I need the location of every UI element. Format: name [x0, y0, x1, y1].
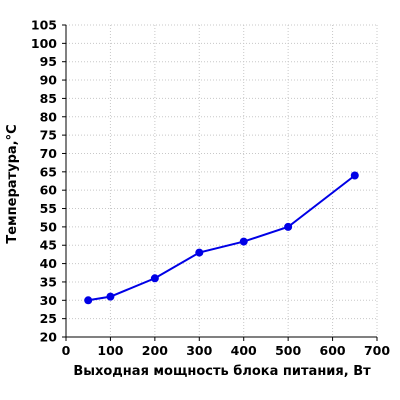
y-axis-label: Температура,°C [5, 124, 20, 243]
data-point [84, 296, 93, 305]
data-point [195, 248, 204, 257]
data-point [106, 292, 115, 301]
y-tick-label: 60 [40, 183, 58, 198]
data-point [239, 237, 248, 246]
y-tick-label: 65 [40, 164, 57, 179]
x-tick-label: 200 [142, 343, 168, 358]
x-tick-label: 100 [97, 343, 123, 358]
y-tick-label: 20 [40, 330, 58, 345]
tick-labels: 0 100 200 300 400 500 600 700 20 25 30 35 40 45 50 55 60… [31, 18, 390, 359]
y-tick-label: 50 [40, 219, 58, 234]
data-series [84, 171, 359, 305]
x-tick-label: 400 [231, 343, 257, 358]
x-axis-label: Выходная мощность блока питания, Вт [73, 364, 371, 379]
y-tick-label: 35 [40, 274, 57, 289]
x-tick-label: 500 [275, 343, 301, 358]
y-tick-label: 70 [40, 146, 58, 161]
grid-lines [66, 24, 378, 337]
x-tick-label: 0 [62, 343, 71, 358]
x-tick-label: 700 [364, 343, 390, 358]
y-tick-label: 25 [40, 311, 57, 326]
x-tick-label: 600 [320, 343, 346, 358]
y-tick-label: 90 [40, 73, 58, 88]
y-tick-label: 100 [31, 36, 57, 51]
y-tick-label: 55 [40, 201, 57, 216]
y-tick-label: 40 [40, 256, 58, 271]
y-tick-label: 30 [40, 293, 58, 308]
y-tick-label: 85 [40, 91, 57, 106]
y-tick-label: 80 [40, 109, 58, 124]
data-point [284, 222, 293, 231]
series-line [88, 174, 356, 302]
data-point [350, 171, 359, 180]
y-tick-label: 75 [40, 128, 57, 143]
x-tick-label: 300 [186, 343, 212, 358]
data-point [150, 274, 159, 283]
y-tick-label: 45 [40, 238, 57, 253]
y-tick-label: 105 [31, 18, 57, 33]
y-tick-label: 95 [40, 54, 57, 69]
axes [62, 24, 378, 341]
